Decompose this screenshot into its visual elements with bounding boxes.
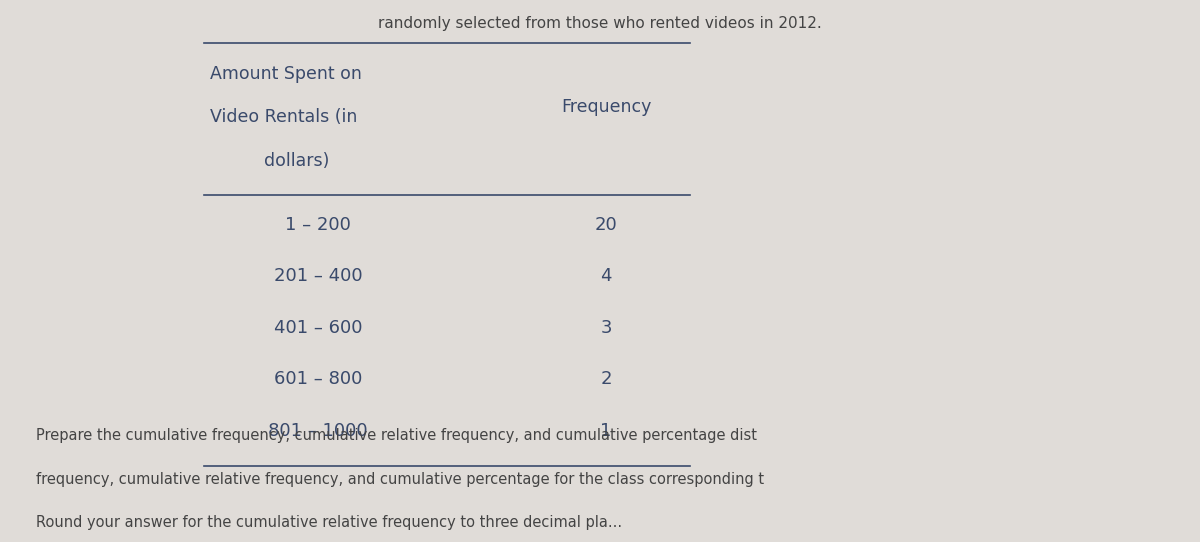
Text: Video Rentals (in: Video Rentals (in [210, 108, 358, 126]
Text: Round your answer for the cumulative relative frequency to three decimal pla...: Round your answer for the cumulative rel… [36, 515, 622, 530]
Text: 1: 1 [600, 422, 612, 440]
Text: randomly selected from those who rented videos in 2012.: randomly selected from those who rented … [378, 16, 822, 31]
Text: 1 – 200: 1 – 200 [286, 216, 350, 234]
Text: Frequency: Frequency [560, 98, 652, 115]
Text: Prepare the cumulative frequency, cumulative relative frequency, and cumulative : Prepare the cumulative frequency, cumula… [36, 428, 757, 443]
Text: 2: 2 [600, 370, 612, 389]
Text: Amount Spent on: Amount Spent on [210, 65, 362, 83]
Text: 801 – 1000: 801 – 1000 [268, 422, 368, 440]
Text: 601 – 800: 601 – 800 [274, 370, 362, 389]
Text: frequency, cumulative relative frequency, and cumulative percentage for the clas: frequency, cumulative relative frequency… [36, 472, 764, 487]
Text: 3: 3 [600, 319, 612, 337]
Text: 4: 4 [600, 267, 612, 286]
Text: 201 – 400: 201 – 400 [274, 267, 362, 286]
Text: dollars): dollars) [264, 152, 329, 170]
Text: 20: 20 [595, 216, 617, 234]
Text: 401 – 600: 401 – 600 [274, 319, 362, 337]
